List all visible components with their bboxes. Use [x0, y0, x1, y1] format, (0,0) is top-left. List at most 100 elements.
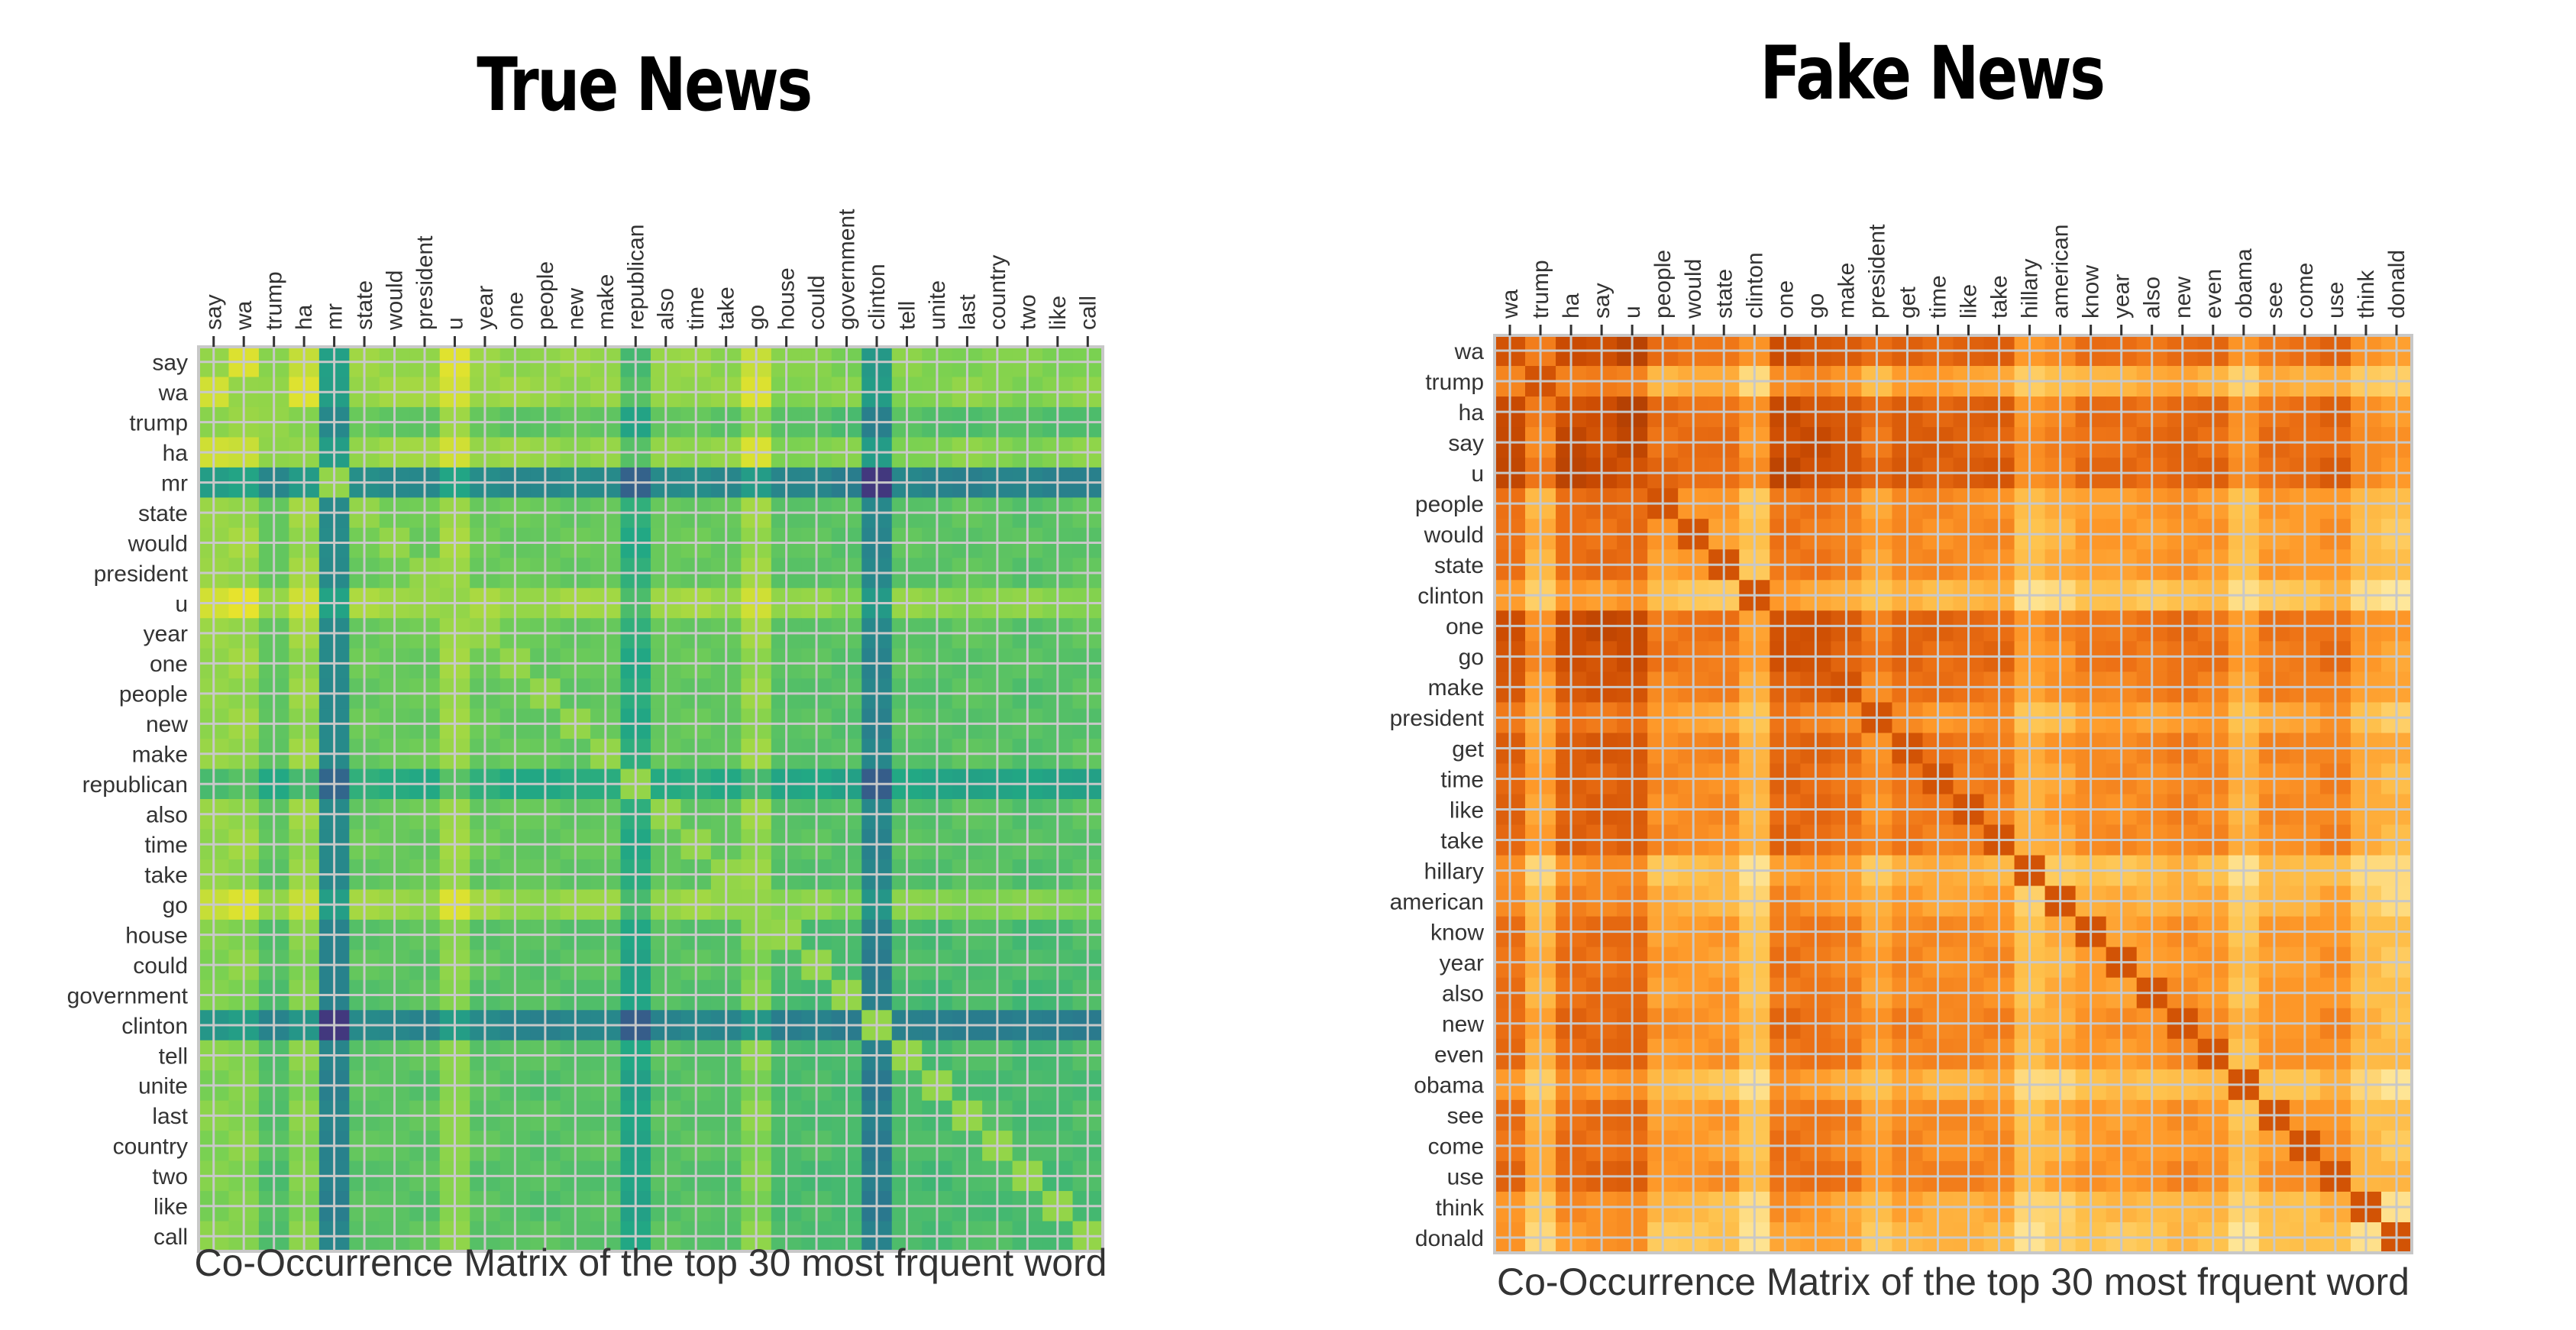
- y-tick-label: trump: [1425, 370, 1484, 395]
- y-tick-label: president: [1390, 706, 1485, 731]
- fake-news-panel: Fake News wa wa trump trump ha ha say say u u peop…: [1288, 0, 2576, 1330]
- fake-news-title: Fake News: [1760, 31, 2105, 116]
- x-tick-label: donald: [2384, 250, 2410, 319]
- x-tick-label: even: [2201, 269, 2226, 319]
- y-tick-label: take: [144, 862, 188, 888]
- x-tick-label: could: [804, 275, 829, 330]
- y-tick-label: time: [1440, 767, 1484, 792]
- y-tick-label: could: [133, 953, 188, 979]
- x-tick-label: obama: [2232, 248, 2257, 319]
- x-tick-label: republican: [623, 225, 648, 330]
- y-tick-label: year: [144, 622, 188, 647]
- y-tick-label: new: [146, 712, 188, 737]
- y-tick-label: state: [138, 501, 188, 526]
- x-tick-label: ha: [292, 304, 317, 330]
- x-tick-label: time: [684, 286, 709, 330]
- y-tick-label: get: [1452, 736, 1484, 762]
- x-tick-label: go: [1803, 293, 1828, 319]
- x-tick-label: time: [1925, 275, 1951, 319]
- y-tick-label: also: [146, 803, 188, 828]
- y-tick-label: ha: [163, 441, 189, 466]
- x-tick-label: new: [563, 288, 588, 330]
- x-tick-label: u: [442, 317, 467, 330]
- x-tick-label: like: [1957, 284, 1982, 319]
- x-tick-label: go: [744, 305, 769, 330]
- true-news-panel: True News say say wa wa trump trump ha ha mr mr st…: [67, 42, 1107, 1284]
- y-tick-label: trump: [129, 410, 188, 435]
- x-tick-label: hillary: [2018, 259, 2043, 319]
- y-tick-label: call: [154, 1225, 188, 1250]
- chart-caption: Co-Occurrence Matrix of the top 30 most …: [195, 1241, 1107, 1284]
- y-tick-label: use: [1447, 1165, 1484, 1190]
- x-tick-label: year: [473, 286, 498, 330]
- y-tick-label: take: [1440, 828, 1484, 853]
- x-tick-label: call: [1075, 296, 1101, 330]
- y-tick-label: say: [152, 351, 188, 376]
- x-tick-label: think: [2354, 270, 2379, 319]
- x-tick-label: state: [1711, 269, 1737, 319]
- x-tick-label: year: [2109, 274, 2135, 319]
- y-tick-label: like: [154, 1195, 188, 1220]
- plot-frame: [1493, 334, 2413, 1254]
- chart-caption: Co-Occurrence Matrix of the top 30 most …: [1497, 1260, 2410, 1303]
- y-tick-label: two: [152, 1164, 188, 1189]
- x-tick-label: u: [1620, 306, 1645, 319]
- x-tick-label: new: [2170, 277, 2196, 319]
- x-tick-label: people: [533, 261, 558, 330]
- x-tick-label: country: [985, 255, 1010, 330]
- y-tick-label: go: [1459, 645, 1484, 670]
- y-tick-label: people: [1415, 492, 1484, 517]
- y-tick-label: last: [152, 1104, 188, 1129]
- x-tick-label: one: [503, 292, 528, 330]
- y-tick-label: one: [150, 652, 188, 677]
- x-tick-label: clinton: [865, 264, 890, 330]
- y-tick-label: president: [94, 561, 189, 587]
- x-tick-label: house: [774, 267, 800, 330]
- y-tick-label: house: [125, 923, 188, 948]
- y-tick-label: say: [1448, 431, 1484, 456]
- x-tick-label: see: [2262, 282, 2287, 319]
- y-tick-label: would: [1424, 523, 1484, 548]
- x-tick-label: say: [202, 294, 227, 330]
- y-tick-label: clinton: [121, 1014, 188, 1039]
- x-tick-label: trump: [1528, 260, 1553, 319]
- y-tick-label: know: [1430, 920, 1484, 945]
- x-tick-label: state: [352, 280, 377, 330]
- y-tick-label: ha: [1459, 400, 1485, 426]
- x-tick-label: also: [654, 288, 679, 330]
- y-tick-label: mr: [161, 471, 188, 496]
- x-tick-label: get: [1895, 286, 1920, 319]
- plot-frame: [197, 345, 1104, 1253]
- x-tick-label: would: [1681, 259, 1706, 319]
- y-tick-label: tell: [159, 1044, 188, 1069]
- y-tick-label: state: [1434, 553, 1484, 578]
- x-tick-label: government: [835, 209, 860, 330]
- x-tick-label: like: [1046, 296, 1071, 330]
- x-tick-label: american: [2048, 225, 2073, 319]
- true-news-heatmap: saysaywawatrumptrumphahamrmrstatestatewo…: [67, 209, 1107, 1284]
- x-tick-label: say: [1589, 283, 1614, 319]
- y-tick-label: u: [175, 591, 188, 616]
- x-tick-label: wa: [1498, 289, 1523, 319]
- y-tick-label: clinton: [1417, 584, 1484, 609]
- y-tick-label: people: [119, 682, 188, 707]
- x-tick-label: tell: [894, 301, 920, 330]
- x-tick-label: come: [2293, 263, 2318, 319]
- y-tick-label: government: [67, 983, 189, 1008]
- x-tick-label: make: [1834, 263, 1859, 319]
- y-tick-label: go: [163, 893, 188, 918]
- y-tick-label: new: [1442, 1012, 1484, 1037]
- y-tick-label: make: [1428, 675, 1484, 701]
- y-tick-label: time: [144, 833, 188, 858]
- y-tick-label: obama: [1414, 1073, 1484, 1099]
- x-tick-label: use: [2323, 282, 2348, 319]
- y-tick-label: see: [1447, 1104, 1484, 1129]
- x-tick-label: take: [1987, 275, 2012, 319]
- y-tick-label: unite: [138, 1074, 188, 1099]
- x-tick-label: make: [593, 274, 619, 330]
- y-tick-label: like: [1450, 798, 1484, 823]
- y-tick-label: wa: [158, 380, 189, 406]
- x-tick-label: would: [383, 270, 408, 331]
- x-tick-label: trump: [262, 271, 287, 330]
- y-tick-label: american: [1390, 889, 1484, 914]
